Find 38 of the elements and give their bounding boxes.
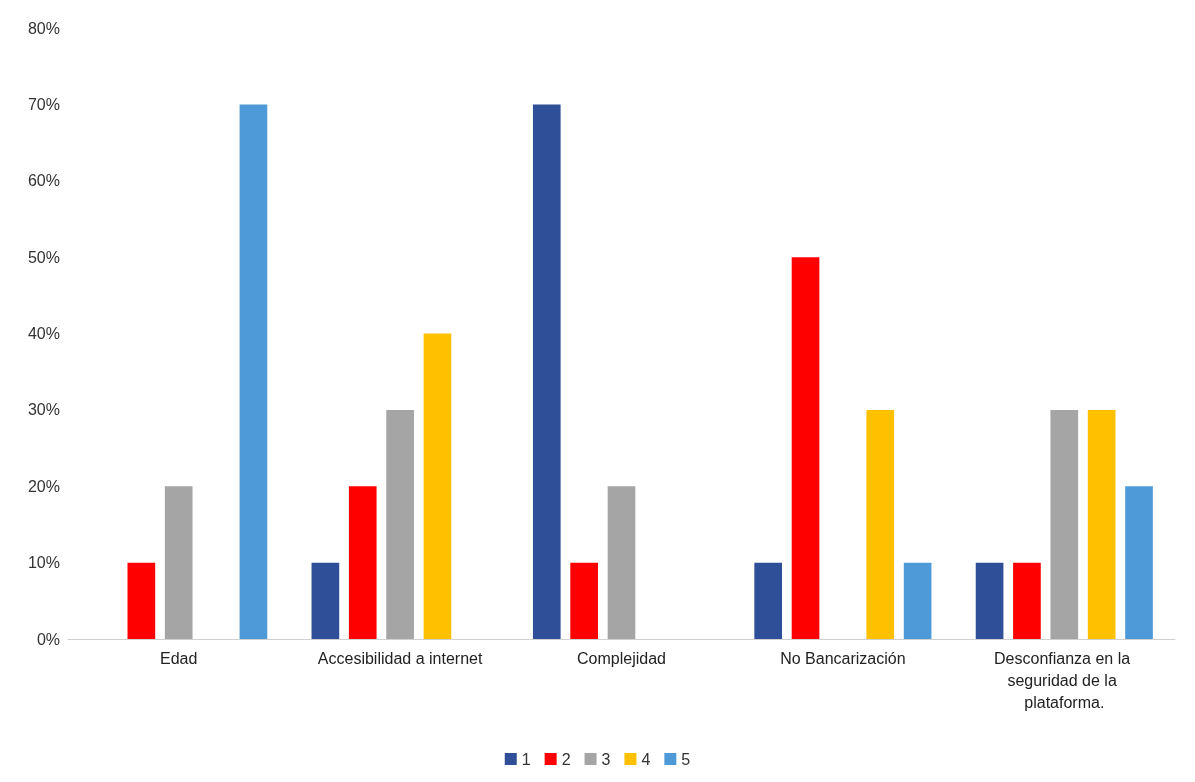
bar [127,562,156,639]
legend-label: 3 [601,750,611,768]
bar [754,562,783,639]
bar [239,104,268,639]
legend-label: 2 [561,750,571,768]
x-tick-label: Accesibilidad a internet [317,649,483,667]
bar [348,486,377,639]
bar [423,333,452,639]
bar [866,409,895,639]
bar [311,562,340,639]
legend-label: 1 [521,750,531,768]
bar [975,562,1004,639]
y-tick-label: 70% [27,95,60,113]
legend-label: 4 [641,750,651,768]
bar [386,409,414,639]
y-tick-label: 10% [27,554,60,572]
y-tick-label: 20% [27,477,60,495]
bar [164,486,193,639]
bar [791,257,820,639]
x-tick-label: Complejidad [577,649,666,667]
x-tick-label: Desconfianza en la seguridad de la plataforma. [994,649,1135,711]
y-tick-label: 60% [27,172,60,190]
bar [532,104,561,639]
y-tick-label: 30% [27,401,60,419]
bar [570,562,598,639]
bar [607,486,636,639]
y-tick-label: 50% [27,248,60,266]
y-tick-label: 0% [36,630,60,648]
bar [1087,409,1116,639]
bar [1013,562,1041,639]
legend-label: 5 [681,750,691,768]
y-tick-label: 40% [27,325,60,342]
y-tick-label: 80% [27,19,60,37]
x-tick-label: No Bancarización [780,649,906,667]
bar [1125,486,1153,639]
bar [1050,409,1079,639]
bar [903,562,932,639]
x-tick-label: Edad [160,649,198,667]
